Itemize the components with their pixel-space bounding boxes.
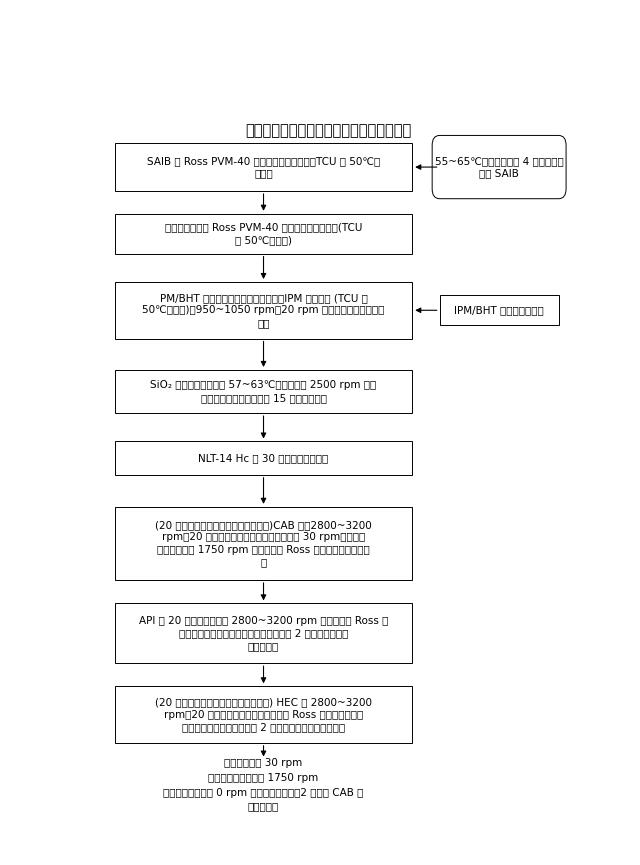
Text: SAIB を Ross PVM-40 ミキサーに投入する（TCU を 50℃に
設定）: SAIB を Ross PVM-40 ミキサーに投入する（TCU を 50℃に … — [147, 156, 380, 178]
Text: IPM/BHT 溶液を作製する: IPM/BHT 溶液を作製する — [454, 305, 544, 315]
Text: PM/BHT をディスペンサーに投入し、IPM をすすぎ (TCU を
50℃に設定)、950~1050 rpm、20 rpm のアンカー速度で混合
する: PM/BHT をディスペンサーに投入し、IPM をすすぎ (TCU を 50℃に… — [142, 293, 385, 328]
FancyBboxPatch shape — [115, 214, 412, 253]
FancyBboxPatch shape — [115, 604, 412, 663]
FancyBboxPatch shape — [115, 507, 412, 580]
Text: SiO₂ を導入、製品温度 57~63℃、乳化機を 2500 rpm に設
定、導入後、少なくとも 15 分間混合する: SiO₂ を導入、製品温度 57~63℃、乳化機を 2500 rpm に設 定、… — [150, 381, 377, 403]
Text: API を 20 分の近似速度で 2800~3200 rpm に設定した Ross ミ
キサー乳化機に導入し、乳化機をさらに 2 分間連動したま
ま保持する: API を 20 分の近似速度で 2800~3200 rpm に設定した Ros… — [139, 616, 388, 650]
Text: NLT-14 Hc で 30 分間真空混合する: NLT-14 Hc で 30 分間真空混合する — [198, 453, 329, 463]
Text: ディスペンサー速度 1750 rpm: ディスペンサー速度 1750 rpm — [209, 772, 319, 783]
FancyBboxPatch shape — [115, 282, 412, 338]
FancyBboxPatch shape — [115, 370, 412, 413]
Text: その後、乳化機を 0 rpm に設定しながら、2 時間の CAB 溶
媒和を行う: その後、乳化機を 0 rpm に設定しながら、2 時間の CAB 溶 媒和を行う — [163, 788, 364, 811]
FancyBboxPatch shape — [115, 143, 412, 191]
FancyBboxPatch shape — [115, 686, 412, 743]
Text: 55~65℃で少なくとも 4 時間加熱さ
れた SAIB: 55~65℃で少なくとも 4 時間加熱さ れた SAIB — [435, 156, 563, 178]
FancyBboxPatch shape — [432, 136, 566, 199]
Text: トリアセチンを Ross PVM-40 ミキサーに投入する(TCU
を 50℃に設定): トリアセチンを Ross PVM-40 ミキサーに投入する(TCU を 50℃に… — [165, 222, 362, 245]
Text: アンカー速度 30 rpm: アンカー速度 30 rpm — [225, 758, 303, 768]
FancyBboxPatch shape — [440, 295, 559, 325]
Text: (20 メッシュでスクリーニングされた) HEC を 2800~3200
rpm、20 分未満の導入速度に設定した Ross ミキサー乳化機
中に移し、乳化機を: (20 メッシュでスクリーニングされた) HEC を 2800~3200 rpm… — [155, 697, 372, 732]
Text: オキシコドン配合塊の処理フローチャート: オキシコドン配合塊の処理フローチャート — [245, 123, 411, 138]
Text: (20 メッシュでスクリーニングされた)CAB を、2800~3200
rpm、20 分未満の導入速度、アンカー速度 30 rpm、ディス
ペンサー速度 175: (20 メッシュでスクリーニングされた)CAB を、2800~3200 rpm、… — [155, 520, 372, 567]
FancyBboxPatch shape — [115, 441, 412, 475]
